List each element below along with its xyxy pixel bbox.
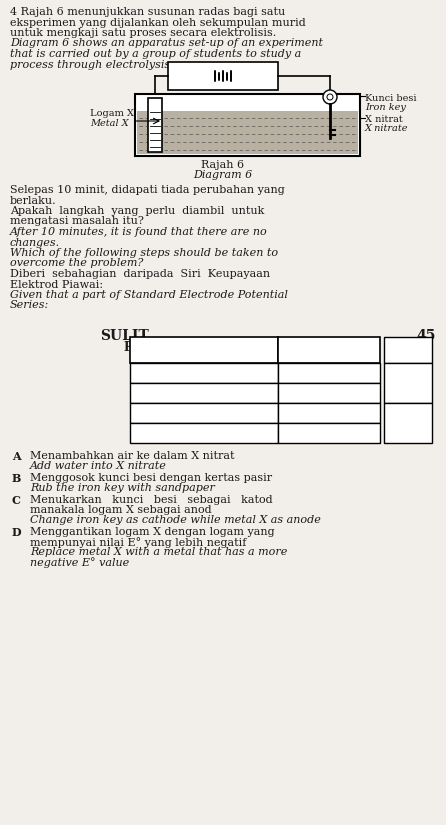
- Text: A: A: [12, 451, 21, 462]
- Bar: [384, 403, 432, 443]
- Text: Selepas 10 minit, didapati tiada perubahan yang: Selepas 10 minit, didapati tiada perubah…: [10, 185, 285, 195]
- Text: Elektrod Piawai:: Elektrod Piawai:: [10, 280, 103, 290]
- Text: Series:: Series:: [10, 300, 49, 310]
- Text: Half-cell equation: Half-cell equation: [157, 351, 251, 360]
- Text: 0.00: 0.00: [316, 388, 342, 401]
- Text: 2H⁺ + 2e⁻ → H₂: 2H⁺ + 2e⁻ → H₂: [157, 388, 251, 401]
- Bar: [148, 98, 162, 152]
- Text: 4 Rajah 6 menunjukkan susunan radas bagi satu: 4 Rajah 6 menunjukkan susunan radas bagi…: [10, 7, 285, 17]
- Text: Kunci besi: Kunci besi: [365, 94, 417, 103]
- Text: 45: 45: [417, 329, 436, 343]
- Bar: [137, 111, 358, 154]
- Bar: [278, 423, 380, 443]
- Text: C: C: [12, 495, 21, 506]
- Bar: [278, 403, 380, 423]
- Text: E° / V (298 K): E° / V (298 K): [284, 348, 374, 361]
- Bar: [384, 337, 432, 363]
- Circle shape: [323, 90, 337, 104]
- Bar: [135, 94, 360, 156]
- Text: Add water into X nitrate: Add water into X nitrate: [30, 461, 167, 471]
- Text: X²⁺ + 2e⁻ → X: X²⁺ + 2e⁻ → X: [162, 408, 245, 421]
- Text: SULIT: SULIT: [100, 329, 149, 343]
- Text: mengatasi masalah itu?: mengatasi masalah itu?: [10, 216, 144, 227]
- Bar: [168, 62, 278, 90]
- Text: Q: Q: [403, 427, 413, 440]
- Text: Fe²⁺ + 2e⁻ →Fe: Fe²⁺ + 2e⁻ →Fe: [158, 368, 250, 381]
- Bar: [130, 403, 278, 423]
- Bar: [278, 363, 380, 383]
- Text: + 0.40: + 0.40: [309, 428, 349, 441]
- Bar: [130, 423, 278, 443]
- Text: mempunyai nilai E° yang lebih negatif: mempunyai nilai E° yang lebih negatif: [30, 537, 246, 548]
- Text: Menggantikan logam X dengan logam yang: Menggantikan logam X dengan logam yang: [30, 527, 275, 537]
- Text: Given that a part of Standard Electrode Potential: Given that a part of Standard Electrode …: [10, 290, 288, 300]
- Text: Which of the following steps should be taken to: Which of the following steps should be t…: [10, 248, 278, 258]
- Text: that is carried out by a group of students to study a: that is carried out by a group of studen…: [10, 49, 301, 59]
- Text: X nitrate: X nitrate: [365, 124, 409, 133]
- Bar: [278, 337, 380, 363]
- Text: manakala logam X sebagai anod: manakala logam X sebagai anod: [30, 505, 211, 515]
- Text: Menggosok kunci besi dengan kertas pasir: Menggosok kunci besi dengan kertas pasir: [30, 473, 272, 483]
- Text: Menukarkan   kunci   besi   sebagai   katod: Menukarkan kunci besi sebagai katod: [30, 495, 273, 505]
- Text: Logam X: Logam X: [90, 109, 134, 118]
- Text: overcome the problem?: overcome the problem?: [10, 258, 143, 268]
- Text: Menambahkan air ke dalam X nitrat: Menambahkan air ke dalam X nitrat: [30, 451, 235, 461]
- Circle shape: [327, 94, 333, 100]
- Bar: [130, 383, 278, 403]
- Text: eksperimen yang dijalankan oleh sekumpulan murid: eksperimen yang dijalankan oleh sekumpul…: [10, 17, 306, 27]
- Text: Rub the iron key with sandpaper: Rub the iron key with sandpaper: [30, 483, 215, 493]
- Text: Metal X: Metal X: [90, 119, 129, 128]
- Text: O₂ + 2H₂O + 4e⁻ → 4OH: O₂ + 2H₂O + 4e⁻ → 4OH: [131, 428, 277, 441]
- Bar: [130, 363, 278, 383]
- Text: Set: Set: [398, 342, 418, 353]
- Text: process through electrolysis.: process through electrolysis.: [10, 59, 173, 69]
- Text: Diberi  sebahagian  daripada  Siri  Keupayaan: Diberi sebahagian daripada Siri Keupayaa…: [10, 269, 270, 279]
- Text: Replace metal X with a metal that has a more: Replace metal X with a metal that has a …: [30, 547, 287, 557]
- Text: Diagram 6 shows an apparatus set-up of an experiment: Diagram 6 shows an apparatus set-up of a…: [10, 39, 323, 49]
- Text: D: D: [12, 527, 21, 538]
- Text: After 10 minutes, it is found that there are no: After 10 minutes, it is found that there…: [10, 227, 268, 237]
- Text: Diagram 6: Diagram 6: [194, 171, 252, 181]
- Bar: [278, 383, 380, 403]
- Bar: [130, 337, 278, 363]
- Text: Change iron key as cathode while metal X as anode: Change iron key as cathode while metal X…: [30, 515, 321, 525]
- Text: P: P: [403, 377, 413, 390]
- Text: B: B: [12, 473, 21, 484]
- Text: berlaku.: berlaku.: [10, 196, 57, 205]
- Text: Apakah  langkah  yang  perlu  diambil  untuk: Apakah langkah yang perlu diambil untuk: [10, 206, 264, 216]
- Text: changes.: changes.: [10, 238, 60, 248]
- Text: negative E° value: negative E° value: [30, 557, 129, 568]
- Text: Rajah 6: Rajah 6: [202, 160, 244, 170]
- Bar: [384, 363, 432, 403]
- Text: – 0.44: – 0.44: [311, 368, 347, 381]
- Text: untuk mengkaji satu proses secara elektrolisis.: untuk mengkaji satu proses secara elektr…: [10, 28, 276, 38]
- Text: X nitrat: X nitrat: [365, 115, 403, 124]
- Text: Set: Set: [399, 352, 417, 361]
- Text: + 0.34: + 0.34: [309, 408, 349, 421]
- Text: Persamaan sel setengah: Persamaan sel setengah: [124, 341, 284, 354]
- Text: Iron key: Iron key: [365, 103, 406, 112]
